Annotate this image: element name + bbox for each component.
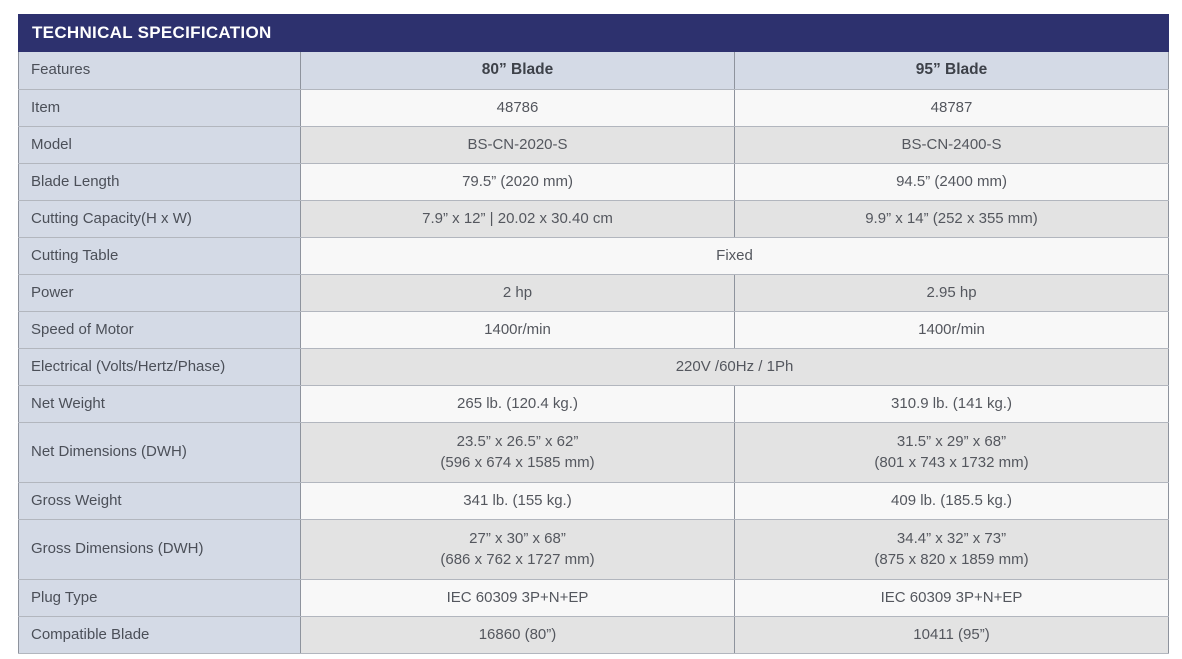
net-dimensions-value-95: 31.5” x 29” x 68” (801 x 743 x 1732 mm) (733, 422, 1170, 483)
table-title: TECHNICAL SPECIFICATION (17, 14, 1170, 52)
column-header-row: Features 80” Blade 95” Blade (18, 51, 1170, 90)
row-power: Power 2 hp 2.95 hp (18, 274, 1170, 312)
item-value-80: 48786 (300, 89, 735, 127)
column-header-80-blade: 80” Blade (300, 51, 735, 90)
row-net-dimensions: Net Dimensions (DWH) 23.5” x 26.5” x 62”… (18, 422, 1170, 483)
row-gross-dimensions: Gross Dimensions (DWH) 27” x 30” x 68” (… (18, 519, 1170, 580)
blade-length-value-80: 79.5” (2020 mm) (300, 163, 735, 201)
plug-type-value-80: IEC 60309 3P+N+EP (300, 579, 735, 617)
plug-type-value-95: IEC 60309 3P+N+EP (733, 579, 1170, 617)
compatible-blade-label: Compatible Blade (18, 616, 301, 654)
gross-dimensions-value-95: 34.4” x 32” x 73” (875 x 820 x 1859 mm) (733, 519, 1170, 580)
net-weight-value-95: 310.9 lb. (141 kg.) (733, 385, 1170, 423)
electrical-label: Electrical (Volts/Hertz/Phase) (18, 348, 301, 386)
model-value-80: BS-CN-2020-S (300, 126, 735, 164)
net-weight-value-80: 265 lb. (120.4 kg.) (300, 385, 735, 423)
row-gross-weight: Gross Weight 341 lb. (155 kg.) 409 lb. (… (18, 482, 1170, 520)
electrical-value: 220V /60Hz / 1Ph (299, 348, 1170, 386)
row-blade-length: Blade Length 79.5” (2020 mm) 94.5” (2400… (18, 163, 1170, 201)
power-value-95: 2.95 hp (733, 274, 1170, 312)
row-item: Item 48786 48787 (18, 89, 1170, 127)
blade-length-value-95: 94.5” (2400 mm) (733, 163, 1170, 201)
cutting-table-label: Cutting Table (18, 237, 301, 275)
gross-weight-value-80: 341 lb. (155 kg.) (300, 482, 735, 520)
spec-table: TECHNICAL SPECIFICATION Features 80” Bla… (17, 14, 1170, 654)
row-plug-type: Plug Type IEC 60309 3P+N+EP IEC 60309 3P… (18, 579, 1170, 617)
net-dimensions-label: Net Dimensions (DWH) (18, 422, 301, 483)
row-cutting-capacity: Cutting Capacity(H x W) 7.9” x 12” | 20.… (18, 200, 1170, 238)
speed-of-motor-value-95: 1400r/min (733, 311, 1170, 349)
item-label: Item (18, 89, 301, 127)
model-value-95: BS-CN-2400-S (733, 126, 1170, 164)
gross-weight-value-95: 409 lb. (185.5 kg.) (733, 482, 1170, 520)
row-model: Model BS-CN-2020-S BS-CN-2400-S (18, 126, 1170, 164)
item-value-95: 48787 (733, 89, 1170, 127)
gross-dimensions-value-80: 27” x 30” x 68” (686 x 762 x 1727 mm) (300, 519, 735, 580)
plug-type-label: Plug Type (18, 579, 301, 617)
net-weight-label: Net Weight (18, 385, 301, 423)
cutting-capacity-value-80: 7.9” x 12” | 20.02 x 30.40 cm (300, 200, 735, 238)
row-compatible-blade: Compatible Blade 16860 (80”) 10411 (95”) (18, 616, 1170, 654)
power-value-80: 2 hp (300, 274, 735, 312)
model-label: Model (18, 126, 301, 164)
row-cutting-table: Cutting Table Fixed (18, 237, 1170, 275)
speed-of-motor-value-80: 1400r/min (300, 311, 735, 349)
title-row: TECHNICAL SPECIFICATION (17, 14, 1170, 52)
speed-of-motor-label: Speed of Motor (18, 311, 301, 349)
compatible-blade-value-80: 16860 (80”) (300, 616, 735, 654)
gross-dimensions-label: Gross Dimensions (DWH) (18, 519, 301, 580)
gross-weight-label: Gross Weight (18, 482, 301, 520)
cutting-capacity-label: Cutting Capacity(H x W) (18, 200, 301, 238)
power-label: Power (18, 274, 301, 312)
cutting-table-value: Fixed (299, 237, 1170, 275)
compatible-blade-value-95: 10411 (95”) (733, 616, 1170, 654)
cutting-capacity-value-95: 9.9” x 14” (252 x 355 mm) (733, 200, 1170, 238)
row-net-weight: Net Weight 265 lb. (120.4 kg.) 310.9 lb.… (18, 385, 1170, 423)
column-header-features: Features (18, 51, 301, 90)
row-speed-of-motor: Speed of Motor 1400r/min 1400r/min (18, 311, 1170, 349)
row-electrical: Electrical (Volts/Hertz/Phase) 220V /60H… (18, 348, 1170, 386)
blade-length-label: Blade Length (18, 163, 301, 201)
net-dimensions-value-80: 23.5” x 26.5” x 62” (596 x 674 x 1585 mm… (300, 422, 735, 483)
column-header-95-blade: 95” Blade (733, 51, 1170, 90)
